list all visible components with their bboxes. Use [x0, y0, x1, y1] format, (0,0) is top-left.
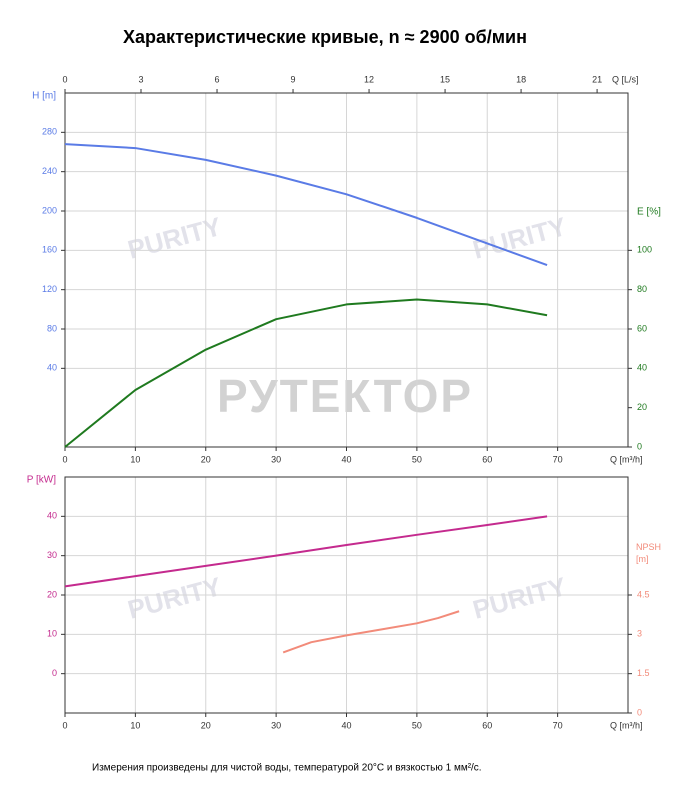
- y-tick-label: 200: [42, 205, 57, 215]
- y-tick-label: 80: [47, 323, 57, 333]
- x-tick-label: 50: [412, 720, 422, 730]
- x-tick-label: 0: [62, 720, 67, 730]
- y-tick-label: 20: [47, 589, 57, 599]
- x2-tick-label: 3: [139, 74, 144, 84]
- x2-tick-label: 0: [62, 74, 67, 84]
- x-tick-label: 60: [482, 720, 492, 730]
- y-axis-label: P [kW]: [27, 475, 56, 486]
- y2-tick-label: 1.5: [637, 668, 650, 678]
- series-line: [282, 610, 460, 654]
- logo-watermark: PURITY: [125, 571, 225, 625]
- y2-tick-label: 0: [637, 707, 642, 717]
- x2-tick-label: 6: [215, 74, 220, 84]
- logo-watermark: PURITY: [470, 211, 570, 265]
- x-tick-label: 10: [130, 454, 140, 464]
- series-line: [64, 143, 548, 267]
- y2-axis-label: E [%]: [637, 207, 661, 218]
- x-axis-label: Q [m³/h]: [610, 454, 643, 464]
- x2-tick-label: 12: [364, 74, 374, 84]
- x-tick-label: 70: [553, 454, 563, 464]
- x-tick-label: 50: [412, 454, 422, 464]
- watermark: РУТЕКТОР: [217, 370, 473, 422]
- x-tick-label: 30: [271, 454, 281, 464]
- y-tick-label: 10: [47, 629, 57, 639]
- y-tick-label: 120: [42, 284, 57, 294]
- chart-title: Характеристические кривые, n ≈ 2900 об/м…: [123, 27, 527, 47]
- y2-tick-label: 4.5: [637, 589, 650, 599]
- y2-tick-label: 100: [637, 245, 652, 255]
- logo-watermark: PURITY: [470, 571, 570, 625]
- x-tick-label: 0: [62, 454, 67, 464]
- x-tick-label: 40: [341, 454, 351, 464]
- x-tick-label: 60: [482, 454, 492, 464]
- y-tick-label: 280: [42, 127, 57, 137]
- y2-tick-label: 20: [637, 402, 647, 412]
- series-line: [64, 298, 548, 448]
- y2-axis-label: NPSH [m]: [636, 542, 662, 564]
- x2-tick-label: 15: [440, 74, 450, 84]
- footnote: Измерения произведены для чистой воды, т…: [92, 763, 482, 774]
- plot-frame: [64, 476, 629, 714]
- x-tick-label: 10: [130, 720, 140, 730]
- y-tick-label: 40: [47, 363, 57, 373]
- y-axis-label: H [m]: [32, 91, 56, 102]
- x-tick-label: 30: [271, 720, 281, 730]
- plot-frame: [64, 92, 629, 448]
- logo-watermark: PURITY: [125, 211, 225, 265]
- y2-tick-label: 60: [637, 323, 647, 333]
- y-tick-label: 160: [42, 245, 57, 255]
- series-line: [64, 515, 548, 588]
- x2-tick-label: 9: [291, 74, 296, 84]
- x-tick-label: 20: [201, 454, 211, 464]
- x-axis-label: Q [m³/h]: [610, 720, 643, 730]
- y2-tick-label: 80: [637, 284, 647, 294]
- y-tick-label: 40: [47, 511, 57, 521]
- y2-tick-label: 3: [637, 629, 642, 639]
- y2-tick-label: 40: [637, 363, 647, 373]
- x-tick-label: 20: [201, 720, 211, 730]
- y-tick-label: 30: [47, 550, 57, 560]
- y2-tick-label: 0: [637, 441, 642, 451]
- x-tick-label: 70: [553, 720, 563, 730]
- x2-axis-label: Q [L/s]: [612, 74, 639, 84]
- x-tick-label: 40: [341, 720, 351, 730]
- y-tick-label: 240: [42, 166, 57, 176]
- x2-tick-label: 18: [516, 74, 526, 84]
- y-tick-label: 0: [52, 668, 57, 678]
- x2-tick-label: 21: [592, 74, 602, 84]
